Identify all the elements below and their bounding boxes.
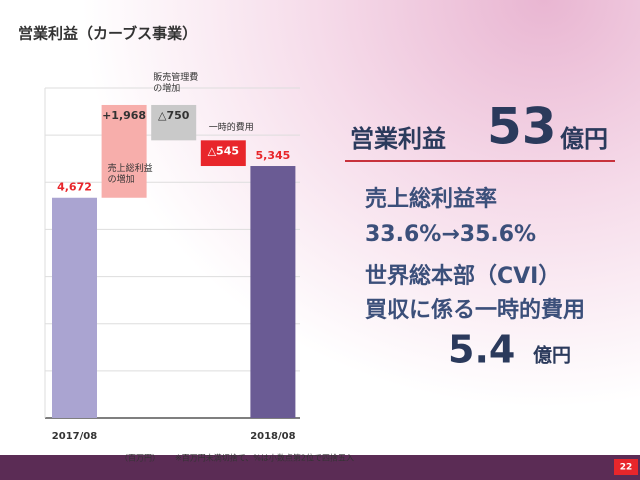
bar: [200, 140, 246, 167]
category-label: 売上総利益 の増加: [107, 163, 153, 185]
footer-band: [0, 455, 640, 480]
value-label: △750: [158, 109, 190, 122]
margin-change: 33.6%→35.6%: [365, 222, 536, 247]
cost-unit: 億円: [533, 344, 571, 367]
cost-value: 5.4: [448, 328, 515, 372]
x-tick-label: 2018/08: [250, 431, 295, 442]
op-value: 53: [487, 98, 557, 156]
margin-label: 売上総利益率: [365, 186, 497, 212]
cost-line: 世界総本部（CVI）: [365, 263, 560, 289]
unit-note: （百万円）: [120, 454, 160, 463]
bar: [52, 197, 97, 418]
value-label: 4,672: [57, 181, 92, 194]
page-box: [614, 459, 638, 475]
bar: [151, 104, 197, 141]
slide-title: 営業利益（カーブス事業）: [18, 25, 197, 43]
footnote: ※百万円未満切捨て、%は小数点第2位で四捨五入: [175, 453, 354, 463]
op-unit: 億円: [560, 125, 608, 153]
value-label: △545: [208, 144, 239, 157]
bar: [250, 166, 296, 418]
x-tick-label: 2017/08: [52, 431, 97, 442]
category-label: 一時的費用: [208, 123, 254, 134]
page-number: 22: [620, 463, 633, 473]
op-label: 営業利益: [350, 125, 446, 153]
cost-line: 買収に係る一時的費用: [365, 297, 585, 323]
category-label: 販売管理費 の増加: [153, 72, 199, 94]
value-label: +1,968: [102, 109, 146, 122]
value-label: 5,345: [256, 149, 291, 162]
bar: [101, 104, 147, 198]
